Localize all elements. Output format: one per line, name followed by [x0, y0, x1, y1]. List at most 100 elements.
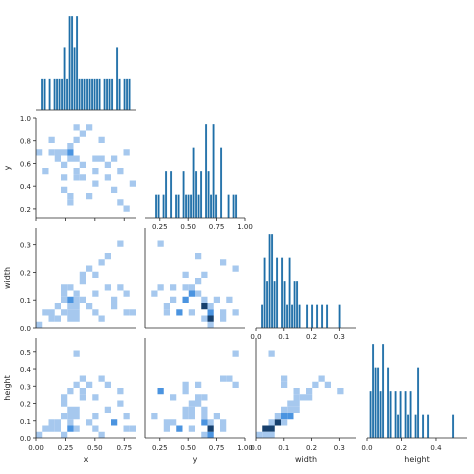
hist-bar: [65, 78, 69, 111]
hist-bar: [404, 390, 407, 439]
hist-bar: [414, 414, 417, 439]
hist2d-cell: [201, 303, 208, 310]
y-tick-label: 0.2: [20, 401, 31, 409]
hist2d-cell: [54, 315, 61, 322]
hist2d-cell: [54, 149, 61, 156]
hist2d-cell: [111, 296, 118, 303]
hist2d-cell: [207, 309, 214, 316]
hist2d-cell: [79, 375, 86, 382]
hist-bar: [157, 194, 160, 219]
hist2d-cell: [201, 315, 208, 322]
hist2d-cell: [86, 193, 93, 200]
hist2d-cell: [79, 296, 86, 303]
hist-bar: [371, 343, 375, 439]
hist2d-cell: [54, 419, 61, 426]
hist-bar: [55, 78, 59, 111]
hist2d-cell: [268, 425, 275, 432]
hist-bar: [293, 280, 296, 329]
hist2d-cell: [195, 381, 202, 388]
hist-bar: [280, 257, 284, 329]
hist-bar: [95, 78, 99, 111]
hist2d-cell: [318, 375, 325, 382]
hist2d-cell: [48, 309, 55, 316]
hist2d-cell: [201, 296, 208, 303]
hist2d-cell: [324, 381, 331, 388]
hist-bar: [288, 257, 291, 329]
y-axis-label-width: width: [3, 267, 12, 289]
hist2d-cell: [123, 205, 130, 212]
hist-bar: [197, 194, 200, 219]
hist2d-cell: [188, 406, 195, 413]
hist-bar: [189, 194, 193, 219]
hist-bar: [207, 170, 210, 219]
hist2d-cell: [117, 168, 124, 175]
hist-bar: [290, 304, 294, 329]
hist2d-cell: [86, 381, 93, 388]
hist2d-cell: [182, 406, 189, 413]
hist2d-cell: [195, 400, 202, 407]
hist2d-cell: [73, 381, 80, 388]
hist-bar: [381, 343, 385, 439]
x-tick-label: 0.25: [58, 444, 74, 452]
hist-bar: [386, 367, 390, 439]
hist-bar: [376, 367, 380, 439]
hist2d-cell: [232, 350, 239, 357]
hist2d-cell: [67, 143, 74, 150]
hist2d-cell: [306, 388, 313, 395]
x-tick-label: 0.75: [209, 444, 225, 452]
y-tick-label: 0.0: [20, 325, 31, 333]
hist2d-cell: [67, 413, 74, 420]
x-tick-label: 0.2: [396, 444, 407, 452]
hist2d-cell: [92, 168, 99, 175]
hist2d-cell: [36, 431, 43, 438]
hist2d-cell: [111, 155, 118, 162]
hist-bar: [70, 15, 74, 111]
hist-bar: [374, 367, 377, 439]
hist-bar: [406, 414, 410, 439]
hist-bar: [214, 194, 218, 219]
hist-bar: [295, 280, 299, 329]
hist2d-cell: [61, 149, 68, 156]
hist2d-cell: [67, 193, 74, 200]
hist2d-cell: [98, 315, 105, 322]
hist-bar: [53, 78, 56, 111]
hist2d-cell: [73, 155, 80, 162]
hist-bar: [60, 78, 64, 111]
hist2d-cell: [232, 309, 239, 316]
hist-bar: [164, 170, 168, 219]
hist2d-cell: [170, 296, 177, 303]
hist2d-cell: [274, 419, 281, 426]
hist-bar: [90, 78, 94, 111]
y-axis-label-height: height: [3, 375, 12, 401]
hist-bar: [325, 304, 329, 329]
hist-bar: [265, 280, 269, 329]
hist2d-cell: [281, 375, 288, 382]
hist-panel-height: [367, 343, 467, 439]
hist2d-cell: [226, 375, 233, 382]
hist-bar: [232, 194, 235, 219]
hist2d-cell: [111, 303, 118, 310]
hist2d-cell: [48, 315, 55, 322]
x-tick-label: 0.3: [334, 333, 345, 341]
hist-bar: [187, 194, 190, 219]
x-axis-label-x: x: [84, 455, 89, 464]
hist2d-cell: [281, 419, 288, 426]
hist-panel-width: [256, 233, 356, 329]
hist2d-cell: [163, 303, 170, 310]
hist2d-cell: [67, 388, 74, 395]
x-tick-label: 0.3: [334, 444, 345, 452]
y-tick-label: 0.4: [20, 366, 32, 374]
hist-bar: [273, 280, 276, 329]
hist2d-cell: [79, 394, 86, 401]
hist-bar: [209, 194, 213, 219]
hist-bar: [43, 78, 46, 111]
hist-bar: [234, 194, 238, 219]
hist2d-cell: [86, 124, 93, 131]
hist2d-cell: [79, 388, 86, 395]
y-tick-label: 0.3: [20, 383, 31, 391]
hist2d-cell: [98, 259, 105, 266]
hist-bar: [125, 78, 129, 111]
x-tick-label: 0.50: [180, 444, 196, 452]
hist2d-cell: [293, 388, 300, 395]
hist2d-panel-height-vs-y: [144, 338, 245, 439]
